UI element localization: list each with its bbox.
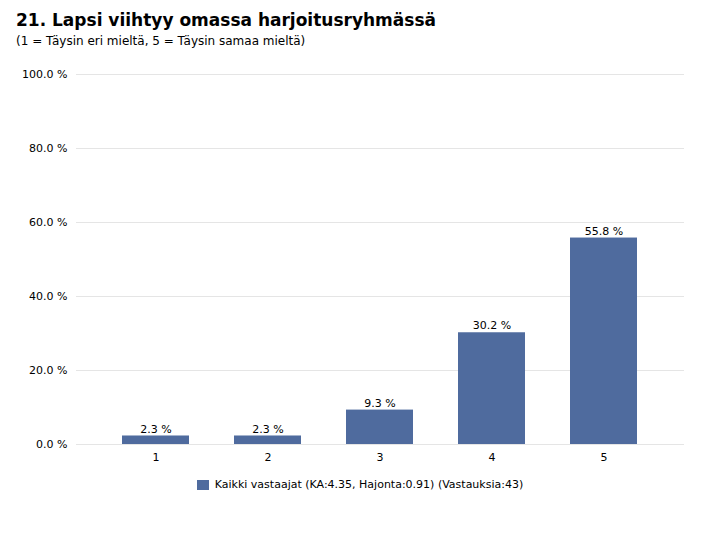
svg-text:40.0 %: 40.0 % <box>29 290 67 303</box>
html-text:(1 = Täysin eri mieltä, 5 = Tä: (1 = Täysin eri mieltä, 5 = Täysin samaa… <box>16 34 306 48</box>
svg-text:20.0 %: 20.0 % <box>29 364 67 377</box>
html-text:Kaikki vastaajat (KA:4.35, Haj: Kaikki vastaajat (KA:4.35, Hajonta:0.91)… <box>214 478 524 491</box>
svg-text:3: 3 <box>377 451 384 464</box>
svg-text:55.8 %: 55.8 % <box>585 225 623 238</box>
svg-text:0.0 %: 0.0 % <box>36 438 67 451</box>
svg-text:5: 5 <box>601 451 608 464</box>
svg-text:9.3 %: 9.3 % <box>364 397 395 410</box>
svg-text:2: 2 <box>265 451 272 464</box>
html-text:21. Lapsi viihtyy omassa harjo: 21. Lapsi viihtyy omassa harjoitusryhmäs… <box>16 10 436 30</box>
svg-text:2.3 %: 2.3 % <box>140 423 171 436</box>
svg-text:4: 4 <box>489 451 496 464</box>
svg-text:60.0 %: 60.0 % <box>29 216 67 229</box>
svg-text:1: 1 <box>153 451 160 464</box>
svg-text:100.0 %: 100.0 % <box>22 68 67 81</box>
svg-text:30.2 %: 30.2 % <box>473 319 511 332</box>
svg-text:2.3 %: 2.3 % <box>252 423 283 436</box>
svg-text:80.0 %: 80.0 % <box>29 142 67 155</box>
